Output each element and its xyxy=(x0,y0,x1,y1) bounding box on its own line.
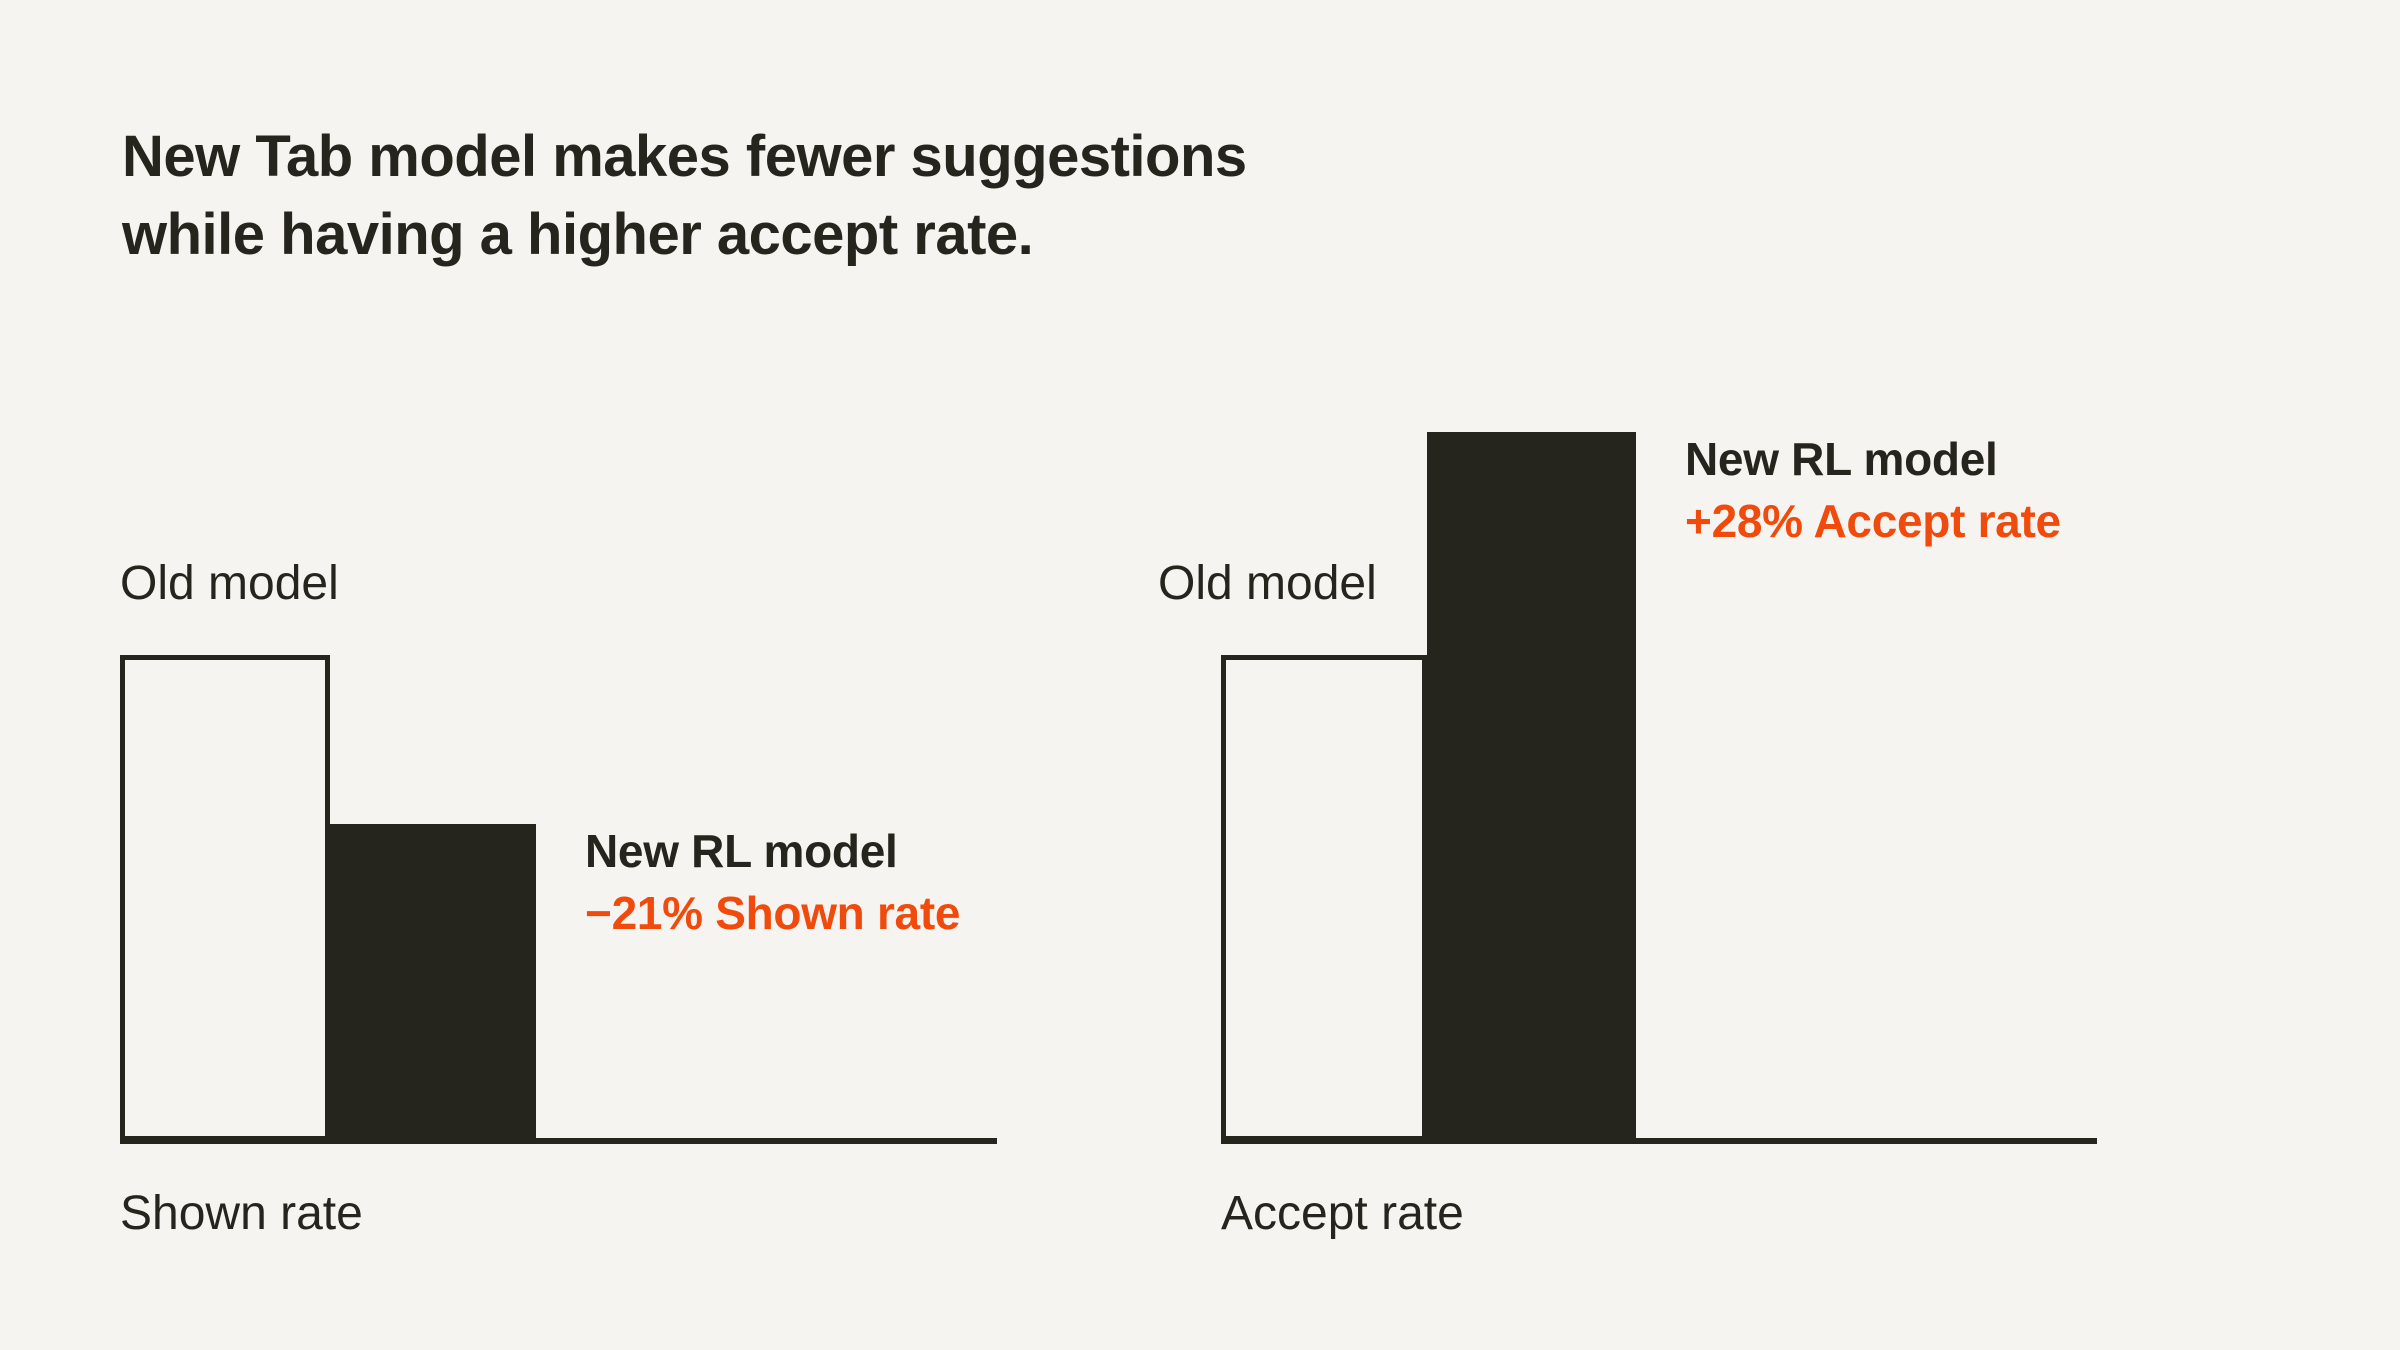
old-model-label: Old model xyxy=(120,557,339,610)
new-model-annotation: New RL model +28% Accept rate xyxy=(1685,428,2061,552)
x-axis xyxy=(1221,1138,2097,1144)
new-model-annotation: New RL model −21% Shown rate xyxy=(585,820,960,944)
x-axis-label: Shown rate xyxy=(120,1187,363,1240)
chart-title: New Tab model makes fewer suggestions wh… xyxy=(122,118,1247,274)
chart-title-line-1: New Tab model makes fewer suggestions xyxy=(122,124,1247,189)
shown-rate-delta-label: −21% Shown rate xyxy=(585,887,961,939)
old-model-label: Old model xyxy=(1158,557,1377,610)
new-model-bar xyxy=(1427,432,1636,1141)
x-axis-label: Accept rate xyxy=(1221,1187,1464,1240)
new-model-annotation-name: New RL model xyxy=(585,825,898,877)
old-model-bar xyxy=(1221,655,1427,1141)
new-model-annotation-name: New RL model xyxy=(1685,433,1998,485)
old-model-bar xyxy=(120,655,330,1141)
chart-title-line-2: while having a higher accept rate. xyxy=(122,202,1034,267)
x-axis xyxy=(120,1138,997,1144)
new-model-bar xyxy=(330,824,536,1141)
accept-rate-delta-label: +28% Accept rate xyxy=(1685,495,2061,547)
